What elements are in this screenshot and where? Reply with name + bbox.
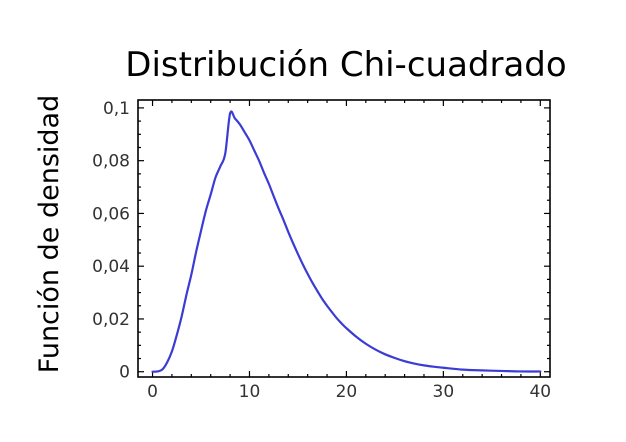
- chart-title: Distribución Chi-cuadrado: [125, 45, 566, 85]
- y-tick-label: 0,08: [92, 152, 130, 172]
- x-tick-label: 20: [336, 382, 358, 402]
- density-curve: [151, 110, 542, 373]
- y-tick-label: 0: [119, 363, 130, 383]
- x-tick-label: 10: [239, 382, 261, 402]
- y-axis-ticks: 0 0,02 0,04 0,06 0,08 0,1: [92, 99, 550, 383]
- plot-area: 0 0,02 0,04 0,06 0,08 0,1 0 10 20 30 40: [92, 99, 551, 402]
- y-tick-label: 0,02: [92, 310, 130, 330]
- plot-frame: [137, 99, 551, 378]
- x-tick-label: 30: [433, 382, 455, 402]
- y-tick-label: 0,06: [92, 204, 130, 224]
- x-tick-label: 40: [529, 382, 551, 402]
- series-layer: [151, 110, 542, 373]
- x-axis-ticks: 0 10 20 30 40: [147, 100, 551, 402]
- y-axis-label: Función de densidad: [34, 95, 65, 373]
- y-tick-label: 0,1: [103, 99, 130, 119]
- x-tick-label: 0: [147, 382, 158, 402]
- y-tick-label: 0,04: [92, 257, 130, 277]
